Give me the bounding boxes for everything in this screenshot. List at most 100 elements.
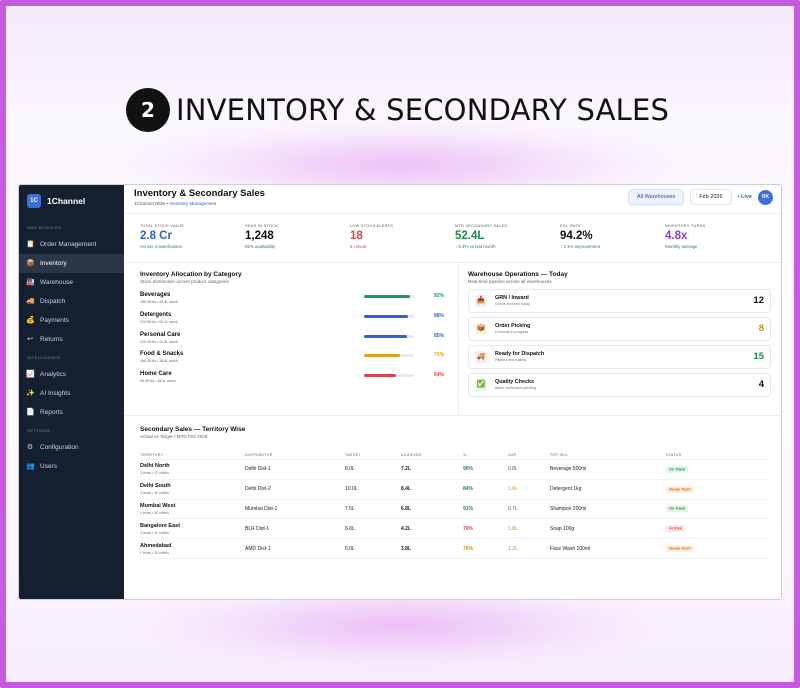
warehouse-op-card[interactable]: 📦 Order Picking Currently in progress 8 — [468, 317, 771, 341]
column-header[interactable]: ACHIEVED — [401, 452, 422, 457]
status-cell: Needs Push — [666, 545, 766, 553]
sidebar-item-returns[interactable]: ↩ Returns — [19, 330, 124, 349]
territory-name: Ahmedabad — [140, 542, 172, 549]
top-sku-cell: Beverage 500ml — [550, 466, 587, 473]
sidebar-item-label: Returns — [40, 336, 63, 343]
column-header[interactable]: GAP — [508, 452, 517, 457]
percent-cell: 90% — [463, 466, 474, 473]
percent-cell: 76% — [463, 545, 474, 552]
period-selector[interactable]: Feb 2026 — [690, 189, 732, 205]
warehouse-op-card[interactable]: ✅ Quality Checks Batch verification pendin… — [468, 373, 771, 397]
sidebar-item-inventory[interactable]: 📦 Inventory — [19, 254, 124, 273]
status-badge: On Track — [666, 465, 689, 473]
return-icon: ↩ — [27, 335, 33, 343]
warehouse-op-subtext: Goods received today — [495, 302, 530, 306]
sidebar-item-order-management[interactable]: 📋 Order Management — [19, 235, 124, 254]
warehouse-op-card[interactable]: 📥 GRN / Inward Goods received today 12 — [468, 289, 771, 313]
sidebar-item-payments[interactable]: 💰 Payments — [19, 311, 124, 330]
kpi-subtext: Across 3 warehouses — [140, 244, 182, 249]
sidebar-item-label: Reports — [40, 409, 63, 416]
warehouse-selector[interactable]: All Warehouses — [627, 189, 685, 205]
breadcrumb-root: 1Channel DMS • — [134, 201, 170, 206]
achieved-cell: 8.4L — [401, 486, 412, 493]
column-header[interactable]: TARGET — [345, 452, 362, 457]
gear-icon: ⚙ — [26, 443, 34, 451]
top-sku-cell: Soap 100g — [550, 525, 575, 532]
kpi-card: LOW STOCK ALERTS 18 6 critical — [350, 224, 455, 249]
app-window: 1C 1Channel DMS MODULES 📋 Order Management… — [18, 184, 782, 600]
warehouse-op-count: 4 — [758, 379, 764, 390]
distributor-cell: Delhi Dist-2 — [245, 486, 271, 493]
category-row: Personal Care 210 SKUs • 91.8L stock 85% — [140, 330, 444, 350]
column-header[interactable]: DISTRIBUTOR — [245, 452, 273, 457]
kpi-card: TOTAL STOCK VALUE 2.8 Cr Across 3 warehous… — [140, 224, 245, 249]
package-icon: 📦 — [475, 323, 487, 335]
sidebar-item-label: Warehouse — [40, 279, 73, 286]
territory-cell: Mumbai West 4 beats • 56 outlets — [140, 503, 245, 515]
territory-cell: Delhi North 3 beats • 42 outlets — [140, 463, 245, 475]
category-row: Home Care 96 SKUs • 28.4L stock 64% — [140, 369, 444, 389]
target-cell: 10.0L — [345, 486, 358, 493]
warehouse-ops-subtitle: Real-time pipeline across all warehouses — [468, 279, 552, 284]
percent-cell: 70% — [463, 525, 474, 532]
territory-meta: 3 beats • 38 outlets — [140, 491, 169, 496]
table-row[interactable]: Ahmedabad 2 beats • 28 outlets AMD Dist-1 5… — [140, 539, 770, 559]
status-badge: At Risk — [666, 525, 686, 533]
brand-logo: 1C — [27, 194, 41, 208]
allocation-title: Inventory Allocation by Category — [140, 271, 242, 278]
territory-name: Mumbai West — [140, 502, 176, 509]
sidebar-item-ai-insights[interactable]: ✨ AI Insights — [19, 384, 124, 403]
category-meta: 210 SKUs • 91.8L stock — [140, 339, 178, 344]
territory-cell: Delhi South 3 beats • 38 outlets — [140, 483, 245, 495]
column-header[interactable]: % — [463, 452, 467, 457]
section-divider — [124, 415, 781, 416]
breadcrumb-current[interactable]: Inventory Management — [169, 201, 217, 206]
sidebar-item-configuration[interactable]: ⚙ Configuration — [19, 438, 124, 457]
category-bar-track — [364, 374, 414, 378]
avatar[interactable]: RK — [758, 189, 773, 205]
sidebar-item-reports[interactable]: 📄 Reports — [19, 403, 124, 422]
warehouse-op-name: Quality Checks — [495, 379, 534, 385]
kpi-card: SKUS IN STOCK 1,248 92% availability — [245, 224, 350, 249]
table-row[interactable]: Delhi North 3 beats • 42 outlets Delhi Dis… — [140, 460, 770, 480]
kpi-value: 94.2% — [560, 230, 593, 242]
category-name: Home Care — [140, 371, 172, 378]
category-percent: 92% — [433, 293, 444, 299]
kpi-value: 1,248 — [245, 230, 274, 242]
column-header[interactable]: TERRITORY — [140, 452, 164, 457]
secondary-sales-title: Secondary Sales — Territory Wise — [140, 426, 246, 433]
gap-cell: 1.6L — [508, 486, 518, 493]
achieved-cell: 7.2L — [401, 466, 412, 473]
achieved-cell: 6.8L — [401, 505, 412, 512]
truck-icon: 🚚 — [475, 351, 487, 363]
step-number-badge: 2 — [126, 88, 170, 132]
inbox-icon: 📥 — [475, 295, 487, 307]
category-bar-track — [364, 334, 414, 338]
warehouse-op-name: GRN / Inward — [495, 295, 529, 301]
column-header[interactable]: STATUS — [666, 452, 682, 457]
sidebar-item-analytics[interactable]: 📈 Analytics — [19, 365, 124, 384]
brand[interactable]: 1C 1Channel — [19, 193, 124, 209]
warehouse-op-card[interactable]: 🚚 Ready for Dispatch Packed and waiting 15 — [468, 345, 771, 369]
table-row[interactable]: Mumbai West 4 beats • 56 outlets Mumbai Di… — [140, 500, 770, 520]
category-row: Beverages 186 SKUs • 82.4L stock 92% — [140, 290, 444, 310]
sidebar-item-users[interactable]: 👥 Users — [19, 457, 124, 476]
sidebar-item-dispatch[interactable]: 🚚 Dispatch — [19, 292, 124, 311]
sidebar-item-warehouse[interactable]: 🏭 Warehouse — [19, 273, 124, 292]
category-percent: 71% — [433, 352, 444, 359]
table-row[interactable]: Delhi South 3 beats • 38 outlets Delhi Dis… — [140, 480, 770, 500]
distributor-cell: BLR Dist-1 — [245, 525, 270, 532]
allocation-list: Beverages 186 SKUs • 82.4L stock 92% Deterg… — [140, 290, 444, 389]
top-bar: Inventory & Secondary Sales 1Channel DMS… — [134, 188, 773, 208]
table-row[interactable]: Bangalore East 3 beats • 34 outlets BLR Di… — [140, 519, 770, 540]
category-name: Detergents — [140, 311, 172, 318]
column-header[interactable]: TOP SKU — [550, 452, 568, 457]
warehouse-op-count: 15 — [753, 351, 764, 362]
warehouse-op-count: 8 — [758, 323, 764, 334]
category-bar-track — [364, 295, 414, 298]
category-row: Detergents 124 SKUs • 64.2L stock 88% — [140, 310, 444, 330]
category-meta: 168 SKUs • 38.6L stock — [140, 359, 178, 364]
territory-name: Delhi North — [140, 463, 170, 470]
distributor-cell: Delhi Dist-1 — [245, 466, 271, 473]
kpi-label: SKUS IN STOCK — [245, 224, 279, 228]
